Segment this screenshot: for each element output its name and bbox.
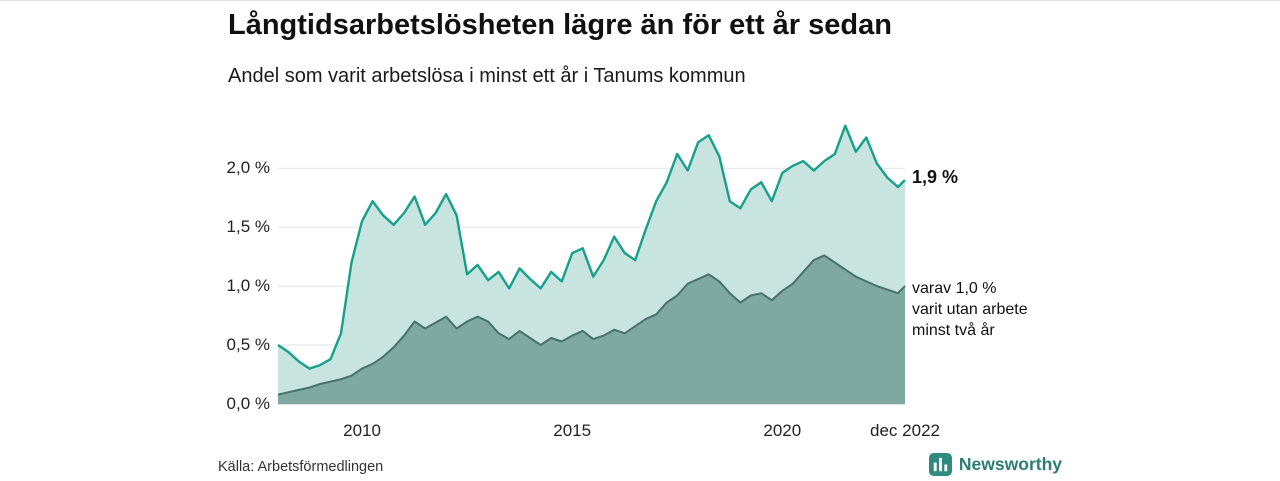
- brand-name: Newsworthy: [958, 454, 1062, 474]
- y-tick-label: 0,0 %: [226, 394, 270, 413]
- side-note-line-1: varav 1,0 %: [912, 280, 997, 297]
- x-tick-label: 2020: [763, 421, 802, 440]
- area-chart-svg: [277, 124, 906, 405]
- y-tick-label: 2,0 %: [226, 158, 270, 178]
- brand-logo: Newsworthy: [928, 453, 1062, 476]
- chart-subtitle: Andel som varit arbetslösa i minst ett å…: [228, 65, 746, 87]
- chart-title: Långtidsarbetslösheten lägre än för ett …: [228, 9, 892, 41]
- y-tick-label: 1,5 %: [226, 217, 270, 237]
- x-tick-label: dec 2022: [870, 421, 940, 440]
- side-note-line-2: varit utan arbete: [912, 301, 1028, 318]
- side-note-line-3: minst två år: [912, 322, 995, 339]
- y-tick-label: 0,5 %: [226, 335, 270, 355]
- x-tick-label: 2010: [343, 421, 381, 440]
- y-tick-label: 1,0 %: [226, 276, 270, 296]
- source-note: Källa: Arbetsförmedlingen: [218, 459, 384, 475]
- end-value-label-twoyear: varav 1,0 % varit utan arbete minst två …: [912, 278, 1028, 341]
- end-value-label-total: 1,9 %: [912, 167, 959, 187]
- newsworthy-logo-icon: [928, 453, 952, 476]
- x-tick-label: 2015: [553, 421, 592, 440]
